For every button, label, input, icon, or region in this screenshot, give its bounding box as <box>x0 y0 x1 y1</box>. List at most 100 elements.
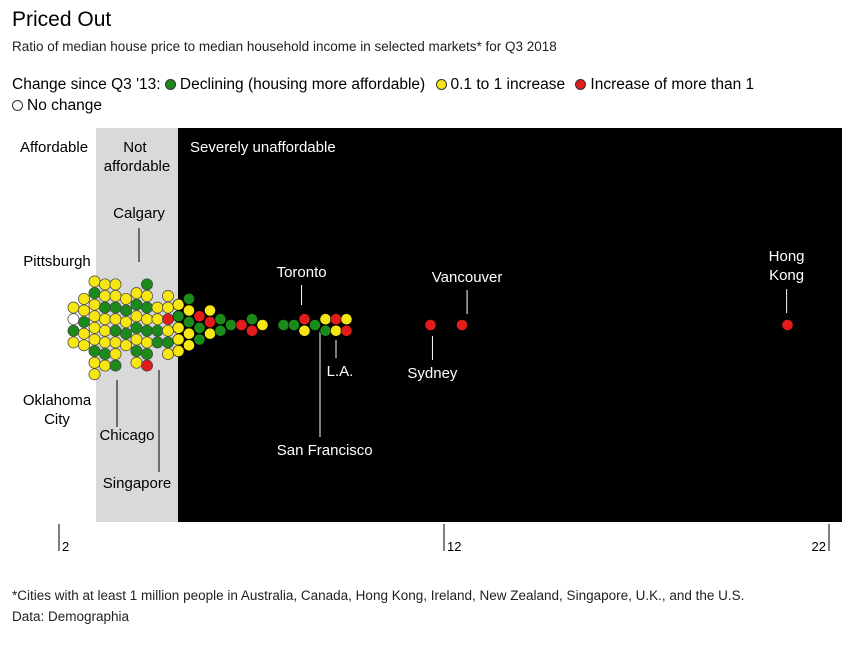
data-point <box>193 333 206 346</box>
data-point <box>99 301 111 314</box>
data-point <box>99 278 111 291</box>
data-point <box>78 316 90 329</box>
data-point <box>183 316 195 328</box>
annotation-leaders <box>116 228 788 472</box>
data-point <box>277 319 290 331</box>
data-point <box>172 321 185 334</box>
x-tick-label: 2 <box>62 539 69 554</box>
data-point <box>99 313 111 326</box>
data-point <box>67 324 80 337</box>
data-point <box>99 324 111 337</box>
footnote-source: Data: Demographia <box>12 609 130 624</box>
green-dot-icon <box>164 79 176 90</box>
data-point <box>78 327 90 340</box>
data-point <box>120 316 132 329</box>
data-point <box>88 356 101 369</box>
data-point <box>141 324 153 337</box>
data-point <box>109 301 122 314</box>
data-point <box>193 321 206 334</box>
chart-subtitle: Ratio of median house price to median ho… <box>12 39 557 54</box>
data-point <box>99 290 111 302</box>
data-point <box>78 292 90 305</box>
legend-item-declining: Declining (housing more affordable) <box>164 76 426 93</box>
annotation-label: Calgary <box>113 205 165 222</box>
data-point <box>204 327 216 340</box>
data-point <box>162 324 174 337</box>
annotation-label: Toronto <box>277 264 327 281</box>
footnote: *Cities with at least 1 million people i… <box>12 585 744 627</box>
data-point <box>141 301 153 314</box>
legend-item-large-increase: Increase of more than 1 <box>575 76 754 93</box>
data-point <box>340 324 353 337</box>
data-point <box>162 301 174 314</box>
data-point <box>109 359 122 372</box>
data-point <box>130 321 143 334</box>
zone-label-severe: Severely unaffordable <box>190 139 336 156</box>
data-point <box>183 292 195 305</box>
data-point <box>99 359 111 372</box>
x-tick-label: 22 <box>812 539 826 554</box>
data-point <box>340 313 353 326</box>
yellow-dot-icon <box>435 79 447 90</box>
data-point <box>256 319 269 331</box>
zone-label-affordable: Affordable <box>20 139 88 156</box>
data-point <box>246 313 258 326</box>
legend-item-no-change: No change <box>12 97 102 114</box>
annotation-labels: Calgary Pittsburgh Oklahoma City Chicago Sing… <box>23 205 805 492</box>
legend-label: 0.1 to 1 increase <box>450 76 566 93</box>
chart-title: Priced Out <box>12 8 112 31</box>
data-point <box>172 345 185 357</box>
annotation-label: Chicago <box>99 427 154 444</box>
data-point <box>330 313 342 326</box>
data-point <box>204 304 216 317</box>
annotation-label: Pittsburgh <box>23 253 91 270</box>
legend-item-small-increase: 0.1 to 1 increase <box>435 76 566 93</box>
data-point <box>120 339 132 352</box>
data-point <box>120 292 132 305</box>
legend-prefix: Change since Q3 '13: <box>12 76 161 93</box>
data-point <box>109 336 122 349</box>
x-tick-label: 12 <box>447 539 461 554</box>
data-point <box>204 316 216 328</box>
data-point <box>183 339 195 352</box>
data-point <box>151 301 164 314</box>
data-point <box>88 287 101 300</box>
data-point <box>99 348 111 360</box>
data-point <box>109 290 122 302</box>
data-point <box>162 313 174 326</box>
data-point <box>288 319 300 331</box>
data-point <box>141 290 153 302</box>
data-point <box>214 324 227 337</box>
data-point <box>424 319 437 331</box>
white-dot-icon <box>12 100 23 111</box>
affordability-chart: Affordable Not affordable Severely unaff… <box>19 128 842 554</box>
data-point <box>88 298 101 311</box>
footnote-note: *Cities with at least 1 million people i… <box>12 588 745 603</box>
data-point <box>109 313 122 326</box>
data-point <box>130 310 143 323</box>
data-point <box>781 319 794 331</box>
legend-label: No change <box>27 97 102 114</box>
data-point <box>172 310 185 323</box>
data-point <box>67 336 80 349</box>
data-point <box>130 345 143 358</box>
legend-label: Declining (housing more affordable) <box>179 76 426 93</box>
annotation-label: Sydney <box>407 365 458 382</box>
data-point <box>225 319 237 331</box>
data-point <box>246 324 258 337</box>
data-point <box>141 336 153 349</box>
legend: Change since Q3 '13: Declining (housing … <box>12 74 842 116</box>
data-point <box>88 321 101 334</box>
data-point <box>183 304 195 317</box>
zone-label-not-affordable: Not affordable <box>104 139 170 175</box>
data-point <box>298 313 311 326</box>
data-point <box>130 287 143 300</box>
data-point <box>109 324 122 337</box>
data-point <box>99 336 111 349</box>
data-point <box>298 324 311 337</box>
data-point <box>162 348 174 360</box>
data-point <box>130 333 143 346</box>
data-point <box>456 319 468 331</box>
data-point <box>330 324 342 337</box>
data-point <box>88 275 101 288</box>
